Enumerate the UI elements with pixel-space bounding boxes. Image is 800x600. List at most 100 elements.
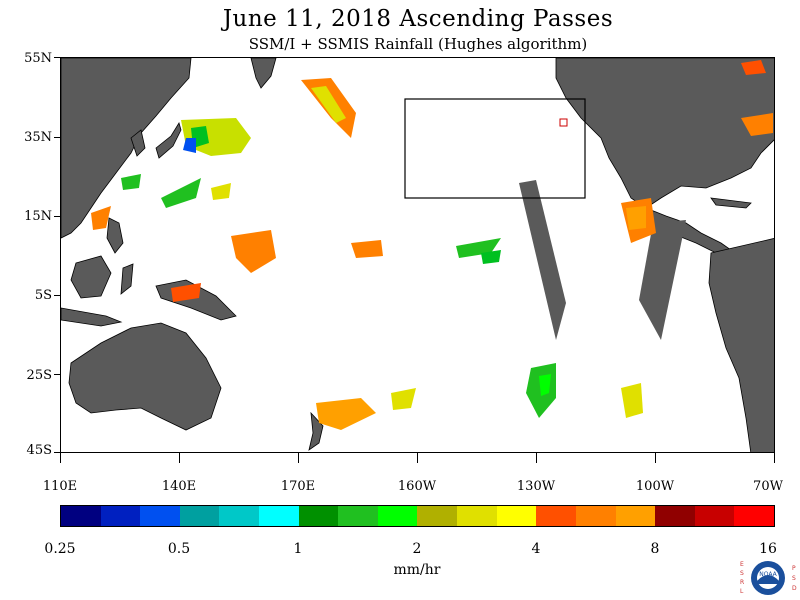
lon-tick: [417, 453, 418, 463]
swath-gap-layer: [519, 180, 686, 340]
lat-label-5s: 5S: [34, 288, 52, 303]
rain-patch: [626, 206, 646, 230]
rain-patch: [351, 240, 383, 258]
map-title: June 11, 2018 Ascending Passes: [222, 6, 614, 32]
lon-tick: [536, 453, 537, 463]
lon-tick: [774, 453, 775, 463]
noaa-logo-bird: [757, 575, 779, 584]
lon-tick: [179, 453, 180, 463]
lon-label-160w: 160W: [397, 479, 437, 494]
rain-patch: [481, 250, 501, 264]
borneo-landmass: [70, 255, 112, 299]
australia-landmass: [68, 322, 222, 431]
colorbar-segment-0: [61, 506, 101, 526]
swath-gap-2: [639, 220, 686, 340]
colorbar-units: mm/hr: [393, 562, 441, 578]
sulawesi-landmass: [120, 263, 134, 295]
rain-patch: [171, 283, 201, 302]
lat-tick: [54, 57, 60, 58]
colorbar-segment-1: [100, 506, 141, 526]
land-layer: [61, 58, 774, 452]
philippines-landmass: [106, 217, 124, 254]
lat-tick: [54, 137, 60, 138]
lat-label-55n: 55N: [24, 51, 52, 66]
colorbar-segment-6: [298, 506, 339, 526]
colorbar-segment-10: [457, 506, 497, 526]
kamchatka-landmass: [250, 58, 277, 89]
colorbar-segment-7: [338, 506, 378, 526]
rain-patch: [231, 230, 276, 273]
lat-label-35n: 35N: [24, 130, 52, 145]
colorbar-label-2: 2: [412, 541, 422, 557]
rain-patch: [91, 206, 111, 230]
java-landmass: [61, 307, 123, 327]
colorbar-segment-9: [417, 506, 458, 526]
rain-patch: [741, 113, 773, 136]
colorbar-segment-17: [734, 506, 774, 526]
lon-tick: [60, 453, 61, 463]
rain-patch: [183, 138, 196, 153]
rainfall-colorbar: [60, 505, 775, 527]
rain-patch: [391, 388, 416, 410]
colorbar-segment-4: [219, 506, 260, 526]
rainfall-layer: [91, 60, 773, 430]
rain-patch: [741, 60, 766, 75]
logo-letter-s: S: [740, 570, 744, 577]
colorbar-segment-13: [575, 506, 616, 526]
asia-landmass: [61, 58, 192, 239]
rain-patch: [621, 383, 643, 418]
lon-label-110e: 110E: [42, 479, 78, 494]
lat-label-15n: 15N: [24, 209, 52, 224]
esrl-psd-logo: NOAA E S R L P S D: [740, 561, 797, 595]
lat-label-25s: 25S: [26, 368, 52, 383]
colorbar-segment-16: [694, 506, 735, 526]
logo-letter-r: R: [740, 579, 744, 586]
lon-label-170e: 170E: [280, 479, 316, 494]
rainfall-map: [60, 57, 775, 453]
lon-tick: [655, 453, 656, 463]
rain-patch: [121, 174, 141, 190]
caribbean-island: [710, 197, 752, 209]
colorbar-segment-2: [140, 506, 180, 526]
colorbar-segment-12: [536, 506, 576, 526]
lat-tick: [54, 216, 60, 217]
map-subtitle: SSM/I + SSMIS Rainfall (Hughes algorithm…: [248, 35, 588, 53]
lat-label-45s: 45S: [26, 443, 52, 458]
logo-letter-d: D: [792, 585, 797, 592]
rain-patch: [539, 374, 551, 396]
colorbar-label-0.5: 0.5: [167, 541, 191, 557]
lat-tick: [54, 452, 60, 453]
colorbar-segment-11: [496, 506, 537, 526]
colorbar-segment-5: [259, 506, 299, 526]
colorbar-segment-8: [377, 506, 418, 526]
north-america-landmass: [555, 58, 774, 209]
rain-patch: [161, 178, 201, 208]
rain-patch: [211, 183, 231, 200]
rain-patch: [316, 398, 376, 430]
colorbar-label-4: 4: [531, 541, 541, 557]
logo-letter-l: L: [740, 588, 744, 595]
lon-tick: [298, 453, 299, 463]
colorbar-label-0.25: 0.25: [44, 541, 76, 557]
japan-landmass: [155, 122, 182, 159]
lon-label-130w: 130W: [516, 479, 556, 494]
colorbar-label-1: 1: [293, 541, 303, 557]
lon-label-140e: 140E: [161, 479, 197, 494]
colorbar-segment-14: [615, 506, 656, 526]
korea-landmass: [130, 129, 146, 157]
lat-tick: [54, 295, 60, 296]
colorbar-segment-15: [655, 506, 695, 526]
region-box: [404, 98, 586, 199]
map-canvas: [61, 58, 774, 452]
south-america-landmass: [708, 238, 774, 452]
lon-label-100w: 100W: [635, 479, 675, 494]
colorbar-label-8: 8: [650, 541, 660, 557]
rain-patch: [311, 86, 346, 123]
logo-letter-p: P: [792, 565, 796, 572]
lon-label-70w: 70W: [753, 479, 783, 494]
logo-letter-s2: S: [792, 575, 796, 582]
noaa-logo-text: NOAA: [759, 571, 777, 578]
colorbar-segment-3: [179, 506, 220, 526]
location-marker: [559, 118, 568, 127]
swath-gap-1: [519, 180, 566, 340]
